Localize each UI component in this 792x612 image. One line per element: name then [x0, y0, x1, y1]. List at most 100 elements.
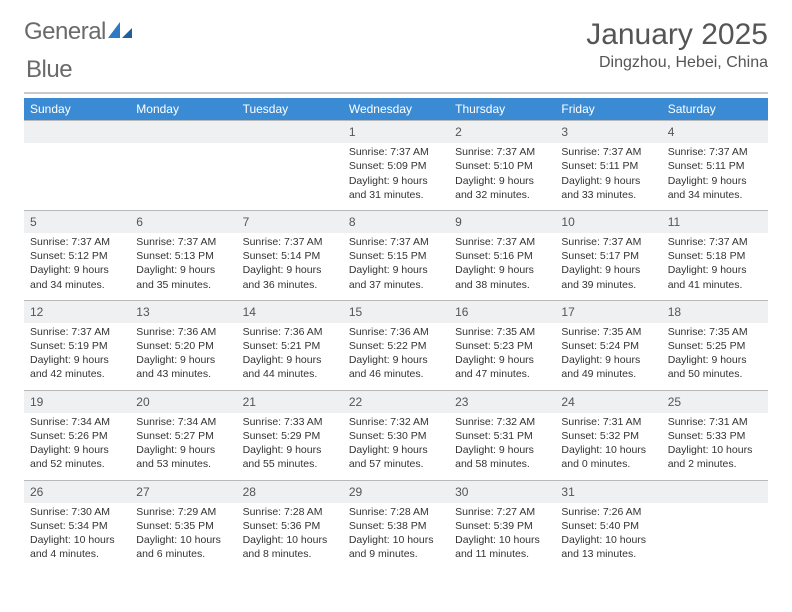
- day-info-line: Sunset: 5:29 PM: [243, 429, 337, 443]
- day-info-line: Sunrise: 7:36 AM: [243, 325, 337, 339]
- week-detail-row: Sunrise: 7:37 AMSunset: 5:09 PMDaylight:…: [24, 143, 768, 210]
- day-info-line: Sunrise: 7:33 AM: [243, 415, 337, 429]
- day-info-line: Sunrise: 7:37 AM: [243, 235, 337, 249]
- calendar-table: Sunday Monday Tuesday Wednesday Thursday…: [24, 98, 768, 569]
- day-detail-cell: Sunrise: 7:28 AMSunset: 5:36 PMDaylight:…: [237, 503, 343, 570]
- day-detail-cell: Sunrise: 7:37 AMSunset: 5:09 PMDaylight:…: [343, 143, 449, 210]
- day-number-cell: 13: [130, 300, 236, 323]
- day-info-line: Daylight: 9 hours and 34 minutes.: [668, 174, 762, 202]
- day-info-line: Daylight: 9 hours and 43 minutes.: [136, 353, 230, 381]
- day-info-line: Sunset: 5:19 PM: [30, 339, 124, 353]
- day-info-line: Sunset: 5:32 PM: [561, 429, 655, 443]
- calendar-header-row: Sunday Monday Tuesday Wednesday Thursday…: [24, 98, 768, 121]
- day-info-line: Daylight: 9 hours and 34 minutes.: [30, 263, 124, 291]
- day-info-line: Daylight: 9 hours and 57 minutes.: [349, 443, 443, 471]
- week-daynum-row: 262728293031: [24, 480, 768, 503]
- month-title: January 2025: [586, 18, 768, 52]
- day-info-line: Sunset: 5:12 PM: [30, 249, 124, 263]
- day-number-cell: 30: [449, 480, 555, 503]
- day-info-line: Sunset: 5:11 PM: [668, 159, 762, 173]
- day-detail-cell: Sunrise: 7:32 AMSunset: 5:30 PMDaylight:…: [343, 413, 449, 480]
- day-info-line: Daylight: 9 hours and 55 minutes.: [243, 443, 337, 471]
- day-detail-cell: Sunrise: 7:34 AMSunset: 5:27 PMDaylight:…: [130, 413, 236, 480]
- day-number-cell: 27: [130, 480, 236, 503]
- day-info-line: Daylight: 9 hours and 33 minutes.: [561, 174, 655, 202]
- day-number-cell: 26: [24, 480, 130, 503]
- brand-name-b: Blue: [26, 56, 72, 84]
- day-detail-cell: Sunrise: 7:35 AMSunset: 5:23 PMDaylight:…: [449, 323, 555, 390]
- day-number-cell: 10: [555, 210, 661, 233]
- day-info-line: Daylight: 9 hours and 31 minutes.: [349, 174, 443, 202]
- day-info-line: Daylight: 9 hours and 49 minutes.: [561, 353, 655, 381]
- weekday-header: Monday: [130, 98, 236, 121]
- day-info-line: Sunrise: 7:37 AM: [30, 325, 124, 339]
- day-info-line: Sunrise: 7:35 AM: [668, 325, 762, 339]
- day-number-cell: 29: [343, 480, 449, 503]
- day-detail-cell: Sunrise: 7:37 AMSunset: 5:10 PMDaylight:…: [449, 143, 555, 210]
- day-detail-cell: Sunrise: 7:33 AMSunset: 5:29 PMDaylight:…: [237, 413, 343, 480]
- day-number-cell: 8: [343, 210, 449, 233]
- day-info-line: Daylight: 9 hours and 58 minutes.: [455, 443, 549, 471]
- day-number-cell: 4: [662, 121, 768, 144]
- day-detail-cell: Sunrise: 7:37 AMSunset: 5:14 PMDaylight:…: [237, 233, 343, 300]
- day-detail-cell: Sunrise: 7:29 AMSunset: 5:35 PMDaylight:…: [130, 503, 236, 570]
- day-number-cell: 22: [343, 390, 449, 413]
- day-info-line: Sunrise: 7:35 AM: [561, 325, 655, 339]
- day-info-line: Daylight: 10 hours and 2 minutes.: [668, 443, 762, 471]
- day-number-cell: [237, 121, 343, 144]
- day-number-cell: 9: [449, 210, 555, 233]
- day-info-line: Sunrise: 7:35 AM: [455, 325, 549, 339]
- day-info-line: Sunrise: 7:32 AM: [455, 415, 549, 429]
- day-number-cell: 21: [237, 390, 343, 413]
- day-detail-cell: Sunrise: 7:36 AMSunset: 5:22 PMDaylight:…: [343, 323, 449, 390]
- weekday-header: Wednesday: [343, 98, 449, 121]
- day-info-line: Sunset: 5:11 PM: [561, 159, 655, 173]
- day-info-line: Sunrise: 7:37 AM: [561, 145, 655, 159]
- day-detail-cell: Sunrise: 7:37 AMSunset: 5:12 PMDaylight:…: [24, 233, 130, 300]
- day-info-line: Sunrise: 7:34 AM: [30, 415, 124, 429]
- day-info-line: Daylight: 10 hours and 4 minutes.: [30, 533, 124, 561]
- day-info-line: Sunrise: 7:31 AM: [561, 415, 655, 429]
- day-info-line: Daylight: 10 hours and 0 minutes.: [561, 443, 655, 471]
- day-info-line: Sunset: 5:33 PM: [668, 429, 762, 443]
- day-number-cell: 25: [662, 390, 768, 413]
- day-info-line: Daylight: 10 hours and 13 minutes.: [561, 533, 655, 561]
- brand-sail-icon: [108, 20, 134, 45]
- day-number-cell: 31: [555, 480, 661, 503]
- day-info-line: Daylight: 9 hours and 38 minutes.: [455, 263, 549, 291]
- day-info-line: Sunrise: 7:37 AM: [349, 235, 443, 249]
- week-daynum-row: 19202122232425: [24, 390, 768, 413]
- day-number-cell: 6: [130, 210, 236, 233]
- day-info-line: Sunrise: 7:32 AM: [349, 415, 443, 429]
- day-info-line: Sunset: 5:40 PM: [561, 519, 655, 533]
- day-info-line: Daylight: 9 hours and 37 minutes.: [349, 263, 443, 291]
- day-number-cell: 20: [130, 390, 236, 413]
- brand-name-a: General: [24, 18, 106, 46]
- day-detail-cell: Sunrise: 7:37 AMSunset: 5:19 PMDaylight:…: [24, 323, 130, 390]
- day-info-line: Sunset: 5:10 PM: [455, 159, 549, 173]
- weekday-header: Sunday: [24, 98, 130, 121]
- day-detail-cell: [130, 143, 236, 210]
- day-info-line: Sunset: 5:22 PM: [349, 339, 443, 353]
- day-number-cell: 24: [555, 390, 661, 413]
- location-label: Dingzhou, Hebei, China: [586, 54, 768, 72]
- day-info-line: Sunrise: 7:37 AM: [30, 235, 124, 249]
- day-detail-cell: [24, 143, 130, 210]
- day-detail-cell: Sunrise: 7:36 AMSunset: 5:21 PMDaylight:…: [237, 323, 343, 390]
- day-info-line: Sunset: 5:38 PM: [349, 519, 443, 533]
- day-detail-cell: Sunrise: 7:28 AMSunset: 5:38 PMDaylight:…: [343, 503, 449, 570]
- week-daynum-row: 567891011: [24, 210, 768, 233]
- day-detail-cell: Sunrise: 7:32 AMSunset: 5:31 PMDaylight:…: [449, 413, 555, 480]
- week-detail-row: Sunrise: 7:34 AMSunset: 5:26 PM Daylight:…: [24, 413, 768, 480]
- day-number-cell: 14: [237, 300, 343, 323]
- day-info-line: Sunrise: 7:31 AM: [668, 415, 762, 429]
- day-info-line: Daylight: 9 hours and 53 minutes.: [136, 443, 230, 471]
- day-detail-cell: Sunrise: 7:34 AMSunset: 5:26 PMDaylight:…: [24, 413, 130, 480]
- day-number-cell: 16: [449, 300, 555, 323]
- day-info-line: Sunset: 5:13 PM: [136, 249, 230, 263]
- day-info-line: Sunset: 5:26 PM: [30, 429, 124, 443]
- day-info-line: Daylight: 9 hours and 50 minutes.: [668, 353, 762, 381]
- week-detail-row: Sunrise: 7:37 AMSunset: 5:19 PM Daylight:…: [24, 323, 768, 390]
- day-info-line: Sunset: 5:30 PM: [349, 429, 443, 443]
- day-detail-cell: Sunrise: 7:37 AMSunset: 5:17 PMDaylight:…: [555, 233, 661, 300]
